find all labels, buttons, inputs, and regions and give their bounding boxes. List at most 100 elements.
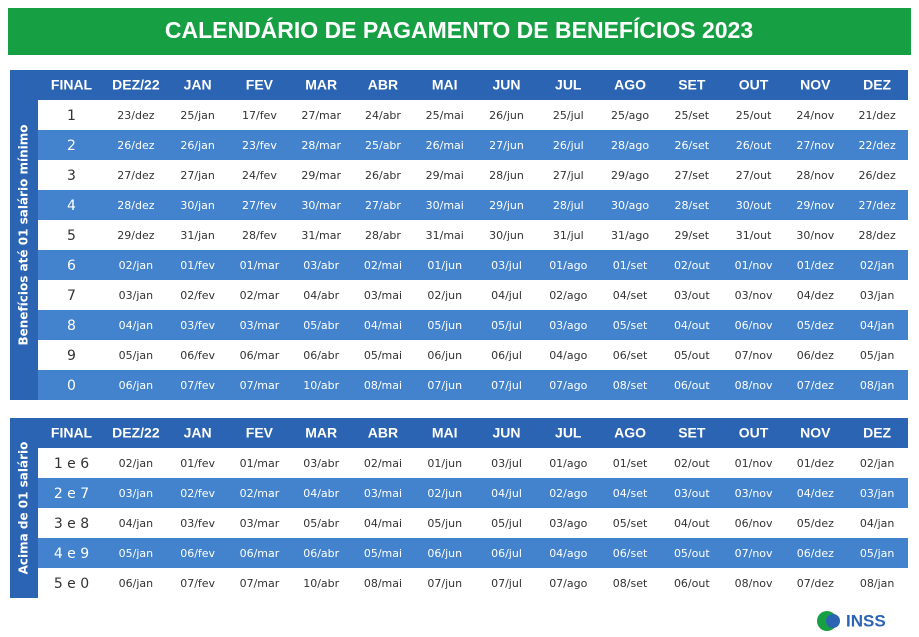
date-cell: 05/jan bbox=[119, 349, 154, 362]
date-cell: 22/dez bbox=[858, 139, 895, 152]
date-cell: 06/fev bbox=[180, 349, 215, 362]
date-cell: 05/mai bbox=[364, 349, 402, 362]
date-cell: 03/out bbox=[674, 487, 710, 500]
side-label: Acima de 01 salário bbox=[17, 442, 31, 575]
date-cell: 05/jan bbox=[860, 349, 895, 362]
date-cell: 04/jan bbox=[860, 517, 895, 530]
final-cell: 1 bbox=[67, 108, 76, 124]
date-cell: 25/mai bbox=[426, 109, 464, 122]
date-cell: 04/mai bbox=[364, 319, 402, 332]
date-cell: 04/dez bbox=[797, 487, 834, 500]
date-cell: 06/abr bbox=[303, 547, 339, 560]
date-cell: 01/fev bbox=[180, 457, 215, 470]
row-bg bbox=[38, 478, 908, 508]
date-cell: 27/jun bbox=[489, 139, 524, 152]
date-cell: 06/jun bbox=[427, 547, 462, 560]
date-cell: 01/ago bbox=[549, 457, 587, 470]
column-header: SET bbox=[678, 77, 706, 93]
column-header: JUN bbox=[492, 77, 520, 93]
column-header: MAI bbox=[432, 425, 458, 441]
date-cell: 25/jan bbox=[180, 109, 215, 122]
date-cell: 17/fev bbox=[242, 109, 277, 122]
date-cell: 02/jan bbox=[119, 259, 154, 272]
date-cell: 26/jul bbox=[553, 139, 584, 152]
date-cell: 02/ago bbox=[549, 487, 587, 500]
final-cell: 0 bbox=[67, 378, 76, 394]
date-cell: 03/nov bbox=[735, 487, 773, 500]
date-cell: 28/set bbox=[675, 199, 710, 212]
date-cell: 06/nov bbox=[735, 517, 773, 530]
date-cell: 23/dez bbox=[117, 109, 154, 122]
date-cell: 30/jan bbox=[180, 199, 215, 212]
date-cell: 03/abr bbox=[303, 457, 339, 470]
row-bg bbox=[38, 508, 908, 538]
date-cell: 06/jul bbox=[491, 349, 522, 362]
date-cell: 01/jun bbox=[427, 457, 462, 470]
date-cell: 02/out bbox=[674, 259, 710, 272]
date-cell: 29/dez bbox=[117, 229, 154, 242]
date-cell: 03/out bbox=[674, 289, 710, 302]
date-cell: 31/ago bbox=[611, 229, 649, 242]
date-cell: 04/jul bbox=[491, 487, 522, 500]
date-cell: 30/out bbox=[736, 199, 772, 212]
date-cell: 28/abr bbox=[365, 229, 401, 242]
date-cell: 29/mai bbox=[426, 169, 464, 182]
date-cell: 05/jan bbox=[860, 547, 895, 560]
date-cell: 30/ago bbox=[611, 199, 649, 212]
date-cell: 25/ago bbox=[611, 109, 649, 122]
date-cell: 28/fev bbox=[242, 229, 277, 242]
side-label-bg bbox=[10, 70, 38, 400]
date-cell: 05/out bbox=[674, 349, 710, 362]
date-cell: 04/jan bbox=[860, 319, 895, 332]
column-header: AGO bbox=[614, 77, 646, 93]
date-cell: 05/out bbox=[674, 547, 710, 560]
column-header: DEZ/22 bbox=[112, 425, 160, 441]
date-cell: 03/jan bbox=[860, 289, 895, 302]
date-cell: 01/jun bbox=[427, 259, 462, 272]
date-cell: 03/mar bbox=[240, 517, 280, 530]
date-cell: 28/ago bbox=[611, 139, 649, 152]
date-cell: 03/mai bbox=[364, 487, 402, 500]
date-cell: 06/mar bbox=[240, 547, 280, 560]
date-cell: 02/ago bbox=[549, 289, 587, 302]
date-cell: 21/dez bbox=[858, 109, 895, 122]
final-cell: 5 e 0 bbox=[54, 576, 89, 592]
date-cell: 05/jun bbox=[427, 319, 462, 332]
side-label: Benefícios até 01 salário mínimo bbox=[17, 124, 31, 345]
column-header: JAN bbox=[184, 425, 212, 441]
date-cell: 01/nov bbox=[735, 259, 773, 272]
logo-text: INSS bbox=[846, 611, 886, 630]
date-cell: 27/jan bbox=[180, 169, 215, 182]
date-cell: 05/jul bbox=[491, 319, 522, 332]
date-cell: 29/set bbox=[675, 229, 710, 242]
date-cell: 05/dez bbox=[797, 517, 834, 530]
row-bg bbox=[38, 310, 908, 340]
date-cell: 01/nov bbox=[735, 457, 773, 470]
date-cell: 27/nov bbox=[796, 139, 834, 152]
date-cell: 02/mar bbox=[240, 289, 280, 302]
title-banner bbox=[8, 8, 911, 55]
column-header: FINAL bbox=[51, 425, 93, 441]
date-cell: 02/fev bbox=[180, 289, 215, 302]
date-cell: 03/jan bbox=[119, 289, 154, 302]
date-cell: 06/fev bbox=[180, 547, 215, 560]
date-cell: 02/jun bbox=[427, 289, 462, 302]
final-cell: 7 bbox=[67, 288, 76, 304]
final-cell: 3 bbox=[67, 168, 76, 184]
date-cell: 27/dez bbox=[117, 169, 154, 182]
date-cell: 04/ago bbox=[549, 349, 587, 362]
row-bg bbox=[38, 220, 908, 250]
row-bg bbox=[38, 448, 908, 478]
date-cell: 06/jun bbox=[427, 349, 462, 362]
final-cell: 4 bbox=[67, 198, 76, 214]
date-cell: 06/jan bbox=[119, 577, 154, 590]
column-header: NOV bbox=[800, 77, 831, 93]
row-bg bbox=[38, 100, 908, 130]
date-cell: 05/jul bbox=[491, 517, 522, 530]
date-cell: 28/mar bbox=[301, 139, 341, 152]
date-cell: 04/mai bbox=[364, 517, 402, 530]
date-cell: 05/jan bbox=[119, 547, 154, 560]
column-header: NOV bbox=[800, 425, 831, 441]
date-cell: 26/abr bbox=[365, 169, 401, 182]
